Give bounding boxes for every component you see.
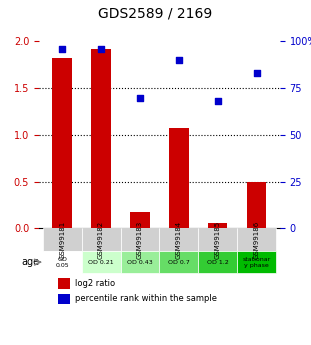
Text: GDS2589 / 2169: GDS2589 / 2169 (98, 7, 213, 21)
Bar (91, 49, 111, 228)
Text: OD 0.43: OD 0.43 (127, 260, 153, 265)
Text: stationar
y phase: stationar y phase (243, 257, 271, 268)
Text: GSM99182: GSM99182 (98, 221, 104, 259)
Text: OD 0.7: OD 0.7 (168, 260, 190, 265)
Text: GSM99185: GSM99185 (215, 221, 221, 259)
FancyBboxPatch shape (198, 228, 237, 251)
Text: percentile rank within the sample: percentile rank within the sample (75, 294, 217, 303)
Bar (58, 278, 70, 288)
Text: OD 0.21: OD 0.21 (88, 260, 114, 265)
Bar (247, 182, 266, 228)
Text: GSM99186: GSM99186 (253, 220, 260, 259)
Text: GSM99183: GSM99183 (137, 220, 143, 259)
Point (99, 46, 104, 52)
FancyBboxPatch shape (43, 228, 82, 251)
FancyBboxPatch shape (43, 251, 82, 273)
Point (137, 95, 142, 100)
Bar (58, 294, 70, 304)
FancyBboxPatch shape (160, 228, 198, 251)
FancyBboxPatch shape (82, 251, 121, 273)
Point (215, 99, 220, 104)
Point (60, 46, 65, 52)
Text: OD
0.05: OD 0.05 (55, 257, 69, 268)
FancyBboxPatch shape (198, 251, 237, 273)
Bar (169, 128, 188, 228)
Bar (208, 223, 227, 228)
Text: OD 1.2: OD 1.2 (207, 260, 229, 265)
FancyBboxPatch shape (82, 228, 121, 251)
Text: GSM99181: GSM99181 (59, 220, 65, 259)
Point (254, 70, 259, 76)
Bar (53, 58, 72, 228)
Text: log2 ratio: log2 ratio (75, 279, 115, 288)
FancyBboxPatch shape (237, 228, 276, 251)
Bar (130, 211, 150, 228)
Text: age: age (21, 257, 39, 267)
Text: GSM99184: GSM99184 (176, 221, 182, 259)
FancyBboxPatch shape (237, 251, 276, 273)
FancyBboxPatch shape (160, 251, 198, 273)
FancyBboxPatch shape (121, 228, 160, 251)
Point (176, 57, 181, 63)
FancyBboxPatch shape (121, 251, 160, 273)
